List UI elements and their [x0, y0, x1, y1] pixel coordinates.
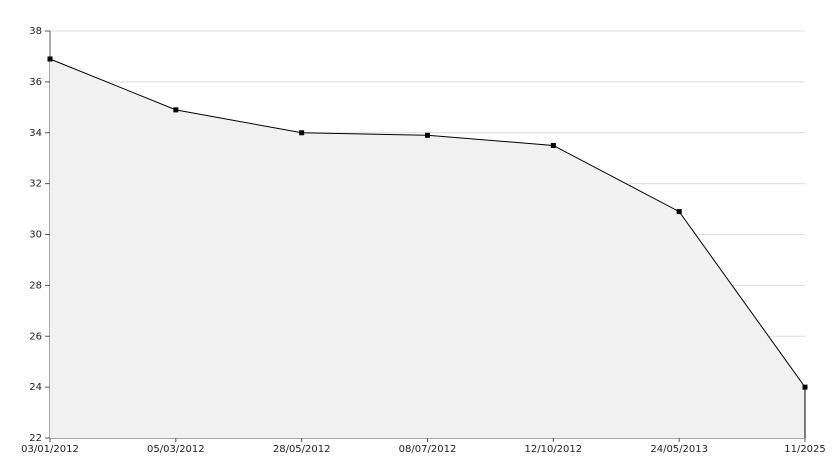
point-marker	[550, 142, 556, 148]
area-fill	[50, 58, 805, 438]
point-marker	[299, 130, 305, 136]
y-tick-label: 26	[29, 331, 42, 342]
x-tick-label: 24/05/2013	[650, 444, 708, 455]
x-tick-label: 08/07/2012	[399, 444, 457, 455]
y-tick-label: 34	[29, 128, 42, 139]
x-tick-label: 11/2025	[784, 444, 826, 455]
y-tick-label: 32	[29, 179, 42, 190]
point-marker	[47, 56, 53, 62]
y-tick-label: 30	[29, 230, 42, 241]
y-tick-label: 22	[29, 433, 42, 444]
x-tick-label: 05/03/2012	[147, 444, 205, 455]
y-tick-label: 28	[29, 280, 42, 291]
point-marker	[173, 107, 179, 113]
point-marker	[802, 384, 808, 390]
y-tick-label: 36	[29, 77, 42, 88]
point-marker	[425, 132, 430, 138]
point-marker	[676, 209, 682, 215]
x-tick-label: 03/01/2012	[21, 444, 79, 455]
x-tick-label: 12/10/2012	[525, 444, 583, 455]
x-tick-label: 28/05/2012	[273, 444, 331, 455]
y-tick-label: 38	[29, 26, 42, 37]
y-tick-label: 24	[29, 382, 42, 393]
